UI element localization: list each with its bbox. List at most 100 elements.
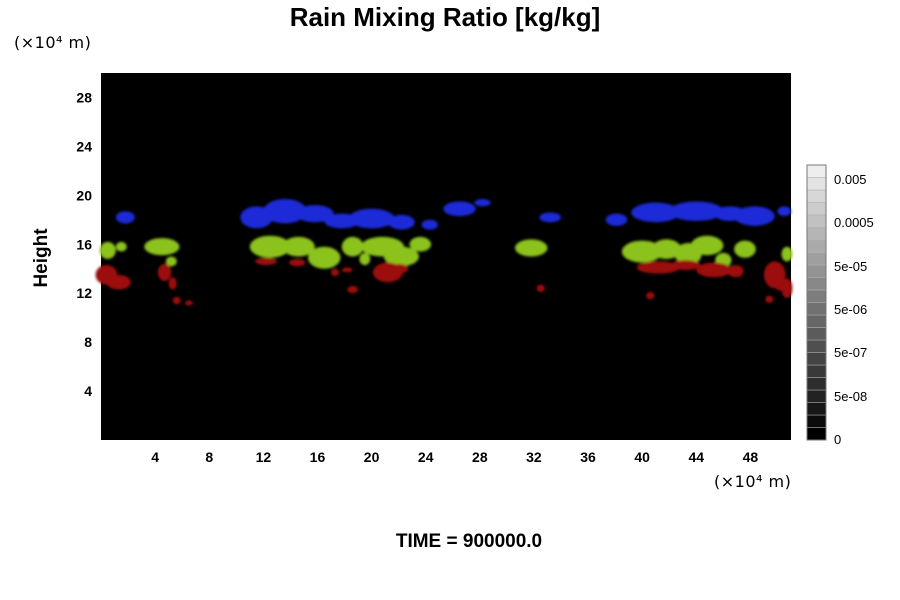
data-blob-0-11 [605, 213, 628, 226]
data-blob-2-8 [331, 268, 340, 277]
y-tick-label: 16 [76, 236, 92, 252]
data-blob-2-14 [636, 261, 681, 274]
colorbar-level [806, 289, 827, 303]
data-blob-2-1 [106, 274, 131, 290]
colorbar-level [806, 277, 827, 291]
x-tick-label: 16 [310, 449, 326, 465]
x-axis-unit: (×10⁴ m) [714, 472, 792, 491]
data-blob-1-10 [383, 246, 419, 267]
colorbar-level [806, 339, 827, 353]
colorbar-level [806, 202, 827, 216]
data-blob-2-12 [389, 263, 409, 274]
data-blob-2-2 [157, 263, 172, 281]
colorbar-level [806, 302, 827, 316]
colorbar-label: 5e-05 [834, 259, 867, 274]
colorbar-label: 0.0005 [834, 215, 874, 230]
data-blob-1-14 [651, 239, 682, 259]
colorbar-level [806, 214, 827, 228]
colorbar-level [806, 227, 827, 241]
colorbar-label: 0 [834, 432, 841, 447]
data-blob-2-17 [696, 262, 732, 278]
data-blob-2-18 [727, 265, 744, 278]
colorbar-level [806, 252, 827, 266]
colorbar-level [806, 352, 827, 366]
x-tick-label: 32 [526, 449, 542, 465]
x-tick-label: 40 [634, 449, 650, 465]
colorbar-level [806, 427, 827, 441]
data-blob-0-12 [631, 202, 681, 223]
x-tick-label: 4 [151, 449, 159, 465]
y-tick-label: 24 [76, 138, 92, 154]
data-blob-2-9 [341, 267, 353, 273]
x-tick-label: 8 [205, 449, 213, 465]
data-blob-2-5 [184, 300, 193, 306]
data-blob-0-8 [443, 201, 476, 217]
data-blob-1-6 [308, 246, 341, 269]
data-blob-0-7 [421, 219, 438, 230]
data-blob-2-10 [347, 285, 359, 294]
data-blob-0-13 [669, 201, 724, 222]
colorbar-label: 5e-07 [834, 345, 867, 360]
colorbar-level [806, 389, 827, 403]
x-tick-labels: 4 8 12 16 20 24 28 32 36 40 44 48 [151, 449, 758, 465]
data-blob-1-5 [282, 236, 315, 257]
colorbar-level [806, 414, 827, 428]
y-axis-unit: (×10⁴ m) [14, 33, 92, 52]
colorbar-level [806, 164, 827, 178]
colorbar-level [806, 239, 827, 253]
data-blob-1-16 [690, 235, 724, 256]
data-blob-0-2 [263, 199, 307, 224]
colorbar-level [806, 177, 827, 191]
y-tick-label: 12 [76, 285, 92, 301]
colorbar-level [806, 314, 827, 328]
data-blob-0-15 [734, 206, 775, 226]
data-blob-1-1 [115, 241, 127, 252]
colorbar: 0.005 0.0005 5e-05 5e-06 5e-07 5e-08 0 [806, 164, 874, 447]
data-blob-1-12 [515, 239, 548, 257]
chart-title: Rain Mixing Ratio [kg/kg] [289, 2, 601, 32]
data-layers [95, 199, 793, 306]
data-blob-1-19 [781, 246, 793, 262]
data-blob-1-4 [249, 235, 291, 258]
colorbar-level [806, 189, 827, 203]
x-tick-label: 28 [472, 449, 488, 465]
data-blob-0-3 [295, 205, 334, 223]
data-blob-2-7 [289, 258, 306, 267]
data-blob-1-3 [165, 256, 177, 267]
data-blob-1-0 [99, 241, 116, 259]
data-blob-0-16 [777, 206, 791, 217]
y-tick-label: 8 [84, 334, 92, 350]
x-tick-label: 20 [364, 449, 380, 465]
y-tick-labels: 4 8 12 16 20 24 28 [76, 89, 92, 399]
y-tick-label: 20 [76, 187, 92, 203]
y-tick-label: 4 [84, 383, 92, 399]
x-tick-label: 48 [743, 449, 759, 465]
data-blob-0-0 [115, 211, 135, 224]
data-blob-2-6 [255, 257, 277, 266]
data-blob-1-13 [621, 240, 663, 263]
data-blob-1-18 [734, 240, 756, 258]
x-tick-label: 36 [580, 449, 596, 465]
colorbar-label: 0.005 [834, 172, 867, 187]
colorbar-level [806, 402, 827, 416]
x-tick-label: 12 [256, 449, 272, 465]
colorbar-level [806, 377, 827, 391]
data-blob-2-16 [670, 260, 701, 270]
colorbar-level [806, 264, 827, 278]
data-blob-2-4 [172, 296, 181, 305]
data-blob-2-22 [774, 278, 786, 291]
time-label: TIME = 900000.0 [395, 531, 543, 552]
data-blob-2-21 [765, 295, 774, 303]
data-blob-1-7 [341, 236, 364, 257]
colorbar-label: 5e-06 [834, 302, 867, 317]
x-tick-label: 24 [418, 449, 434, 465]
data-blob-0-9 [474, 199, 491, 207]
data-blob-1-8 [359, 252, 371, 266]
colorbar-label: 5e-08 [834, 389, 867, 404]
colorbar-level [806, 327, 827, 341]
data-blob-2-3 [168, 277, 177, 290]
data-blob-0-5 [348, 208, 395, 229]
x-tick-label: 44 [689, 449, 705, 465]
data-blob-0-10 [539, 212, 561, 223]
